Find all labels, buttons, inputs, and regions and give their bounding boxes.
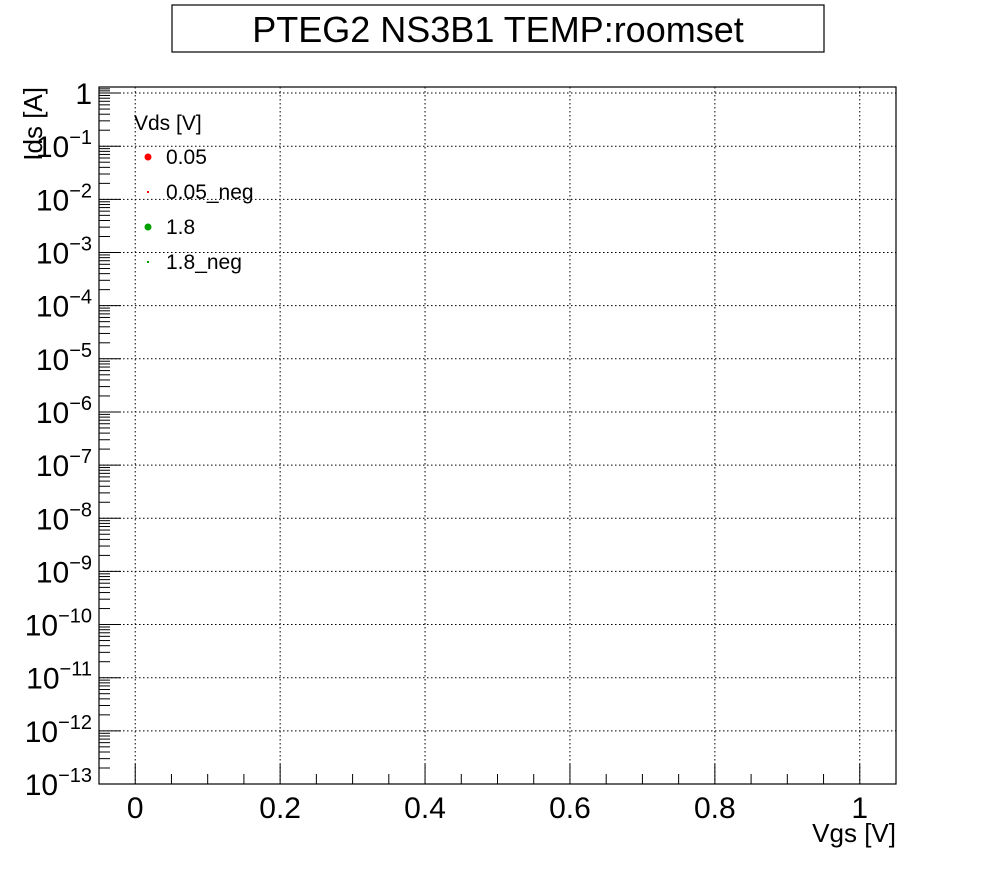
y-tick-label: 10−11 bbox=[26, 659, 92, 696]
y-tick-label: 10−7 bbox=[36, 446, 92, 483]
y-tick-base: 10 bbox=[36, 397, 69, 430]
y-tick-label: 10−9 bbox=[36, 552, 92, 589]
legend-title: Vds [V] bbox=[134, 112, 202, 135]
y-tick-label: 10−8 bbox=[36, 499, 92, 536]
axis-ticks bbox=[98, 88, 897, 785]
y-tick-exponent: −3 bbox=[69, 234, 92, 256]
legend-label: 0.05_neg bbox=[166, 181, 254, 204]
y-tick-label: 1 bbox=[75, 78, 92, 111]
y-tick-exponent: −4 bbox=[69, 287, 92, 309]
x-tick-label: 0 bbox=[127, 792, 144, 825]
y-tick-base: 10 bbox=[36, 131, 69, 164]
y-tick-label: 10−10 bbox=[25, 606, 92, 643]
y-tick-base: 10 bbox=[25, 769, 58, 802]
chart-title: PTEG2 NS3B1 TEMP:roomset bbox=[252, 9, 744, 50]
legend: Vds [V] 0.05 0.05_neg 1.8 1.8_neg bbox=[134, 112, 254, 274]
x-tick-label: 0.8 bbox=[694, 792, 736, 825]
legend-marker-circle-icon bbox=[144, 153, 152, 161]
y-tick-exponent: −9 bbox=[69, 552, 92, 574]
y-tick-exponent: −6 bbox=[69, 393, 92, 415]
y-tick-base: 10 bbox=[26, 663, 59, 696]
y-tick-base: 10 bbox=[36, 503, 69, 536]
legend-marker-dot-icon bbox=[147, 261, 149, 263]
legend-entry: 1.8_neg bbox=[147, 251, 242, 274]
y-tick-base: 1 bbox=[75, 78, 92, 111]
x-tick-labels: 0 0.2 0.4 0.6 0.8 1 bbox=[127, 792, 868, 825]
y-tick-base: 10 bbox=[36, 238, 69, 271]
x-axis-label: Vgs [V] bbox=[812, 818, 896, 848]
y-axis-label: Ids [A] bbox=[18, 87, 48, 161]
x-tick-label: 1 bbox=[851, 792, 868, 825]
y-tick-base: 10 bbox=[36, 184, 69, 217]
y-tick-labels: 110−110−210−310−410−510−610−710−810−910−… bbox=[25, 78, 92, 802]
x-tick-label: 0.2 bbox=[259, 792, 301, 825]
y-tick-label: 10−13 bbox=[25, 765, 92, 802]
y-tick-label: 10−3 bbox=[36, 234, 92, 271]
title-box bbox=[171, 4, 825, 53]
y-tick-label: 10−12 bbox=[25, 712, 92, 749]
legend-label: 0.05 bbox=[166, 146, 207, 169]
y-tick-exponent: −11 bbox=[60, 659, 92, 681]
x-tick-label: 0.4 bbox=[404, 792, 446, 825]
y-tick-label: 10−2 bbox=[36, 180, 92, 217]
y-tick-base: 10 bbox=[36, 344, 69, 377]
legend-entry: 0.05_neg bbox=[147, 181, 254, 204]
legend-entries: 0.05 0.05_neg 1.8 1.8_neg bbox=[144, 146, 254, 274]
y-tick-label: 10−6 bbox=[36, 393, 92, 430]
grid bbox=[99, 87, 896, 784]
y-tick-exponent: −7 bbox=[69, 446, 92, 468]
y-tick-base: 10 bbox=[36, 450, 69, 483]
legend-marker-dot-icon bbox=[147, 191, 149, 193]
y-tick-exponent: −10 bbox=[58, 606, 92, 628]
legend-entry: 1.8 bbox=[144, 216, 195, 239]
y-tick-base: 10 bbox=[25, 716, 58, 749]
y-tick-label: 10−1 bbox=[36, 127, 92, 164]
y-tick-base: 10 bbox=[36, 556, 69, 589]
legend-entry: 0.05 bbox=[144, 146, 207, 169]
y-tick-exponent: −12 bbox=[58, 712, 92, 734]
y-tick-base: 10 bbox=[25, 610, 58, 643]
y-tick-base: 10 bbox=[36, 291, 69, 324]
legend-marker-circle-icon bbox=[144, 223, 152, 231]
y-tick-exponent: −1 bbox=[69, 127, 92, 149]
x-tick-label: 0.6 bbox=[549, 792, 591, 825]
y-tick-exponent: −13 bbox=[58, 765, 92, 787]
y-tick-exponent: −5 bbox=[69, 340, 92, 362]
y-tick-exponent: −8 bbox=[69, 499, 92, 521]
legend-label: 1.8 bbox=[166, 216, 195, 239]
y-tick-label: 10−5 bbox=[36, 340, 92, 377]
legend-label: 1.8_neg bbox=[166, 251, 242, 274]
y-tick-exponent: −2 bbox=[69, 180, 92, 202]
y-tick-label: 10−4 bbox=[36, 287, 92, 324]
